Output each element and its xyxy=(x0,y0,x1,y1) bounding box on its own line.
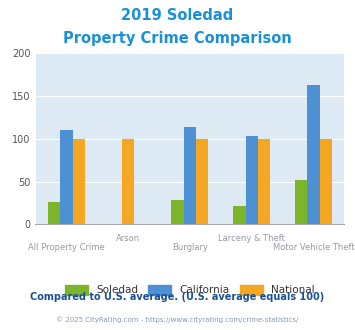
Text: Burglary: Burglary xyxy=(172,243,208,252)
Text: Larceny & Theft: Larceny & Theft xyxy=(218,234,285,243)
Bar xyxy=(48,202,60,224)
Legend: Soledad, California, National: Soledad, California, National xyxy=(61,281,319,300)
Bar xyxy=(171,200,184,224)
Bar xyxy=(258,139,270,224)
Bar xyxy=(233,206,246,224)
Text: © 2025 CityRating.com - https://www.cityrating.com/crime-statistics/: © 2025 CityRating.com - https://www.city… xyxy=(56,317,299,323)
Text: Motor Vehicle Theft: Motor Vehicle Theft xyxy=(273,243,354,252)
Bar xyxy=(295,180,307,224)
Bar xyxy=(60,130,72,224)
Bar xyxy=(307,84,320,224)
Text: Arson: Arson xyxy=(116,234,140,243)
Bar xyxy=(122,139,134,224)
Bar xyxy=(184,127,196,224)
Bar xyxy=(246,136,258,224)
Text: 2019 Soledad: 2019 Soledad xyxy=(121,8,234,23)
Bar xyxy=(72,139,85,224)
Text: All Property Crime: All Property Crime xyxy=(28,243,105,252)
Bar xyxy=(196,139,208,224)
Bar xyxy=(320,139,332,224)
Text: Property Crime Comparison: Property Crime Comparison xyxy=(63,31,292,46)
Text: Compared to U.S. average. (U.S. average equals 100): Compared to U.S. average. (U.S. average … xyxy=(31,292,324,302)
